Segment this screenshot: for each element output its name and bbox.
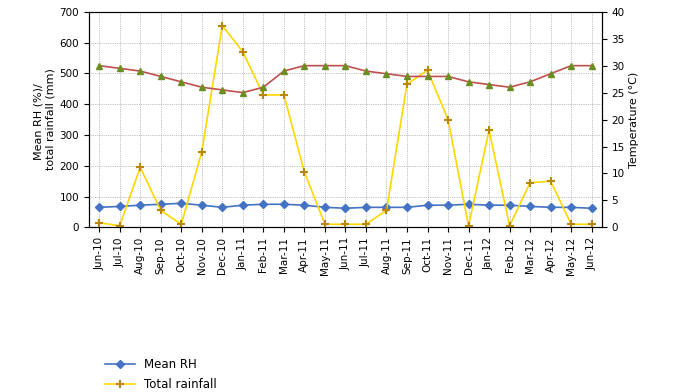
Line: Temperature: Temperature — [96, 62, 595, 96]
Temperature — [526, 80, 534, 84]
Total rainfall — [136, 165, 144, 170]
Mean RH — [444, 203, 452, 207]
Mean RH — [136, 203, 144, 207]
Total rainfall — [547, 179, 555, 183]
Total rainfall — [423, 68, 432, 73]
Total rainfall — [157, 208, 165, 213]
Y-axis label: Mean RH (%)/ 
total rainfall (mm): Mean RH (%)/ total rainfall (mm) — [34, 69, 55, 171]
Total rainfall — [177, 222, 185, 227]
Line: Mean RH: Mean RH — [96, 201, 594, 211]
Temperature — [95, 63, 103, 68]
Mean RH — [464, 202, 473, 207]
Mean RH — [341, 206, 350, 211]
Line: Total rainfall: Total rainfall — [95, 22, 596, 230]
Temperature — [567, 63, 575, 68]
Mean RH — [362, 205, 370, 210]
Temperature — [362, 69, 370, 73]
Temperature — [239, 90, 247, 95]
Mean RH — [382, 205, 391, 210]
Mean RH — [403, 205, 411, 210]
Total rainfall — [567, 222, 575, 227]
Mean RH — [526, 204, 534, 209]
Temperature — [547, 71, 555, 76]
Mean RH — [177, 201, 185, 206]
Mean RH — [198, 203, 206, 207]
Total rainfall — [588, 222, 596, 227]
Temperature — [382, 71, 391, 76]
Total rainfall — [95, 220, 103, 225]
Total rainfall — [300, 170, 308, 174]
Total rainfall — [280, 93, 288, 97]
Total rainfall — [362, 222, 370, 227]
Total rainfall — [218, 23, 226, 28]
Temperature — [136, 69, 144, 73]
Mean RH — [239, 203, 247, 207]
Total rainfall — [321, 222, 329, 227]
Temperature — [464, 80, 473, 84]
Temperature — [505, 85, 514, 90]
Total rainfall — [526, 180, 534, 185]
Total rainfall — [505, 223, 514, 228]
Mean RH — [567, 205, 575, 210]
Temperature — [485, 82, 493, 87]
Temperature — [403, 74, 411, 79]
Y-axis label: Temperature (°C): Temperature (°C) — [629, 71, 639, 168]
Mean RH — [505, 203, 514, 207]
Total rainfall — [341, 222, 350, 227]
Temperature — [116, 66, 124, 71]
Mean RH — [300, 203, 308, 207]
Mean RH — [259, 202, 267, 207]
Temperature — [444, 74, 452, 79]
Temperature — [157, 74, 165, 79]
Total rainfall — [464, 223, 473, 228]
Mean RH — [157, 202, 165, 207]
Mean RH — [423, 203, 432, 207]
Mean RH — [321, 205, 329, 210]
Total rainfall — [116, 223, 124, 228]
Temperature — [280, 69, 288, 73]
Total rainfall — [239, 49, 247, 54]
Temperature — [259, 85, 267, 90]
Mean RH — [95, 205, 103, 210]
Total rainfall — [382, 208, 391, 213]
Total rainfall — [485, 128, 493, 133]
Temperature — [218, 87, 226, 92]
Mean RH — [218, 205, 226, 210]
Temperature — [588, 63, 596, 68]
Mean RH — [280, 202, 288, 207]
Total rainfall — [259, 93, 267, 97]
Temperature — [300, 63, 308, 68]
Mean RH — [485, 203, 493, 207]
Legend: Mean RH, Total rainfall, Temperature: Mean RH, Total rainfall, Temperature — [105, 358, 220, 392]
Total rainfall — [444, 117, 452, 122]
Mean RH — [588, 206, 596, 211]
Temperature — [341, 63, 350, 68]
Temperature — [198, 85, 206, 90]
Mean RH — [116, 204, 124, 209]
Temperature — [177, 80, 185, 84]
Total rainfall — [198, 150, 206, 154]
Mean RH — [547, 205, 555, 210]
Temperature — [423, 74, 432, 79]
Total rainfall — [403, 82, 411, 87]
Temperature — [321, 63, 329, 68]
